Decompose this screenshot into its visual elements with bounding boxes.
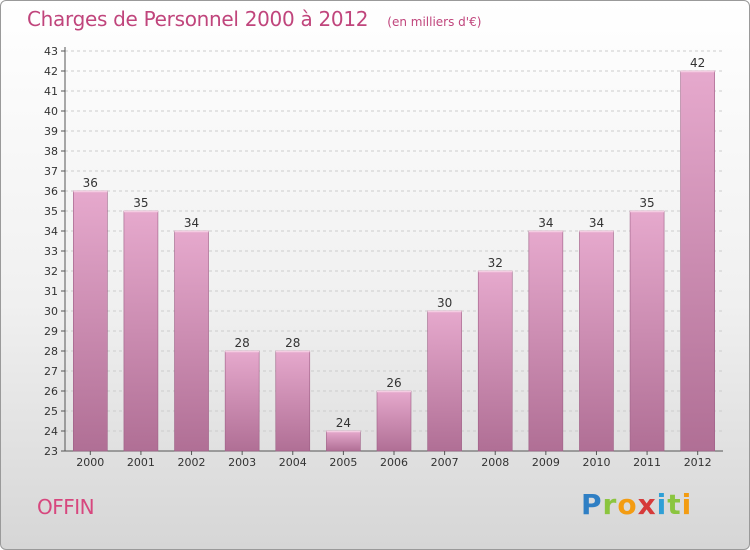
data-label: 35 xyxy=(133,196,148,210)
x-tick-label: 2010 xyxy=(582,456,610,469)
y-tick-label: 25 xyxy=(44,405,58,418)
y-tick-label: 36 xyxy=(44,185,58,198)
y-tick-label: 38 xyxy=(44,145,58,158)
data-label: 34 xyxy=(589,216,604,230)
bar xyxy=(680,70,715,452)
data-label: 30 xyxy=(437,296,452,310)
bar xyxy=(174,230,209,452)
bar xyxy=(528,230,564,452)
x-tick-label: 2004 xyxy=(279,456,307,469)
chart-title-row: Charges de Personnel 2000 à 2012 (en mil… xyxy=(27,7,481,31)
data-label: 34 xyxy=(538,216,553,230)
y-tick-label: 34 xyxy=(44,225,58,238)
data-label: 32 xyxy=(488,256,503,270)
bar xyxy=(326,430,361,452)
y-tick-label: 24 xyxy=(44,425,58,438)
y-tick-label: 40 xyxy=(44,105,58,118)
x-tick-label: 2006 xyxy=(380,456,408,469)
chart-title: Charges de Personnel 2000 à 2012 xyxy=(27,7,369,31)
y-tick-label: 39 xyxy=(44,125,58,138)
data-label: 28 xyxy=(285,336,300,350)
x-tick-label: 2005 xyxy=(329,456,357,469)
x-tick-label: 2003 xyxy=(228,456,256,469)
logo-letter: i xyxy=(681,488,693,521)
x-tick-label: 2002 xyxy=(178,456,206,469)
proxiti-logo: Proxiti xyxy=(581,488,692,521)
chart-subtitle: (en milliers d'€) xyxy=(387,15,482,29)
logo-letter: t xyxy=(667,488,682,521)
bar xyxy=(477,270,513,452)
y-tick-label: 28 xyxy=(44,345,58,358)
bar xyxy=(629,210,665,452)
x-tick-label: 2001 xyxy=(127,456,155,469)
data-label: 34 xyxy=(184,216,199,230)
y-tick-label: 41 xyxy=(44,85,58,98)
y-tick-label: 29 xyxy=(44,325,58,338)
y-tick-label: 43 xyxy=(44,45,58,58)
x-tick-label: 2000 xyxy=(76,456,104,469)
bar xyxy=(224,350,260,452)
y-tick-label: 32 xyxy=(44,265,58,278)
data-label: 24 xyxy=(336,416,351,430)
bar xyxy=(579,230,614,452)
x-tick-label: 2012 xyxy=(684,456,712,469)
logo-letter: P xyxy=(581,488,603,521)
y-tick-label: 42 xyxy=(44,65,58,78)
bar xyxy=(275,350,311,452)
logo-letter: x xyxy=(637,488,657,521)
bar xyxy=(123,210,159,452)
data-label: 36 xyxy=(83,176,98,190)
data-label: 35 xyxy=(639,196,654,210)
bar xyxy=(376,390,412,452)
commune-name: OFFIN xyxy=(37,495,95,519)
x-tick-label: 2011 xyxy=(633,456,661,469)
bar xyxy=(427,310,462,452)
y-tick-label: 37 xyxy=(44,165,58,178)
logo-letter: i xyxy=(656,488,668,521)
y-tick-label: 26 xyxy=(44,385,58,398)
y-tick-label: 31 xyxy=(44,285,58,298)
y-tick-label: 35 xyxy=(44,205,58,218)
data-label: 42 xyxy=(690,56,705,70)
y-tick-label: 23 xyxy=(44,445,58,458)
logo-letter: o xyxy=(617,488,638,521)
y-tick-label: 30 xyxy=(44,305,58,318)
data-label: 26 xyxy=(386,376,401,390)
bar xyxy=(73,190,108,452)
x-tick-label: 2008 xyxy=(481,456,509,469)
logo-letter: r xyxy=(602,488,618,521)
y-tick-label: 27 xyxy=(44,365,58,378)
y-tick-label: 33 xyxy=(44,245,58,258)
x-tick-label: 2009 xyxy=(532,456,560,469)
x-tick-label: 2007 xyxy=(431,456,459,469)
data-label: 28 xyxy=(235,336,250,350)
